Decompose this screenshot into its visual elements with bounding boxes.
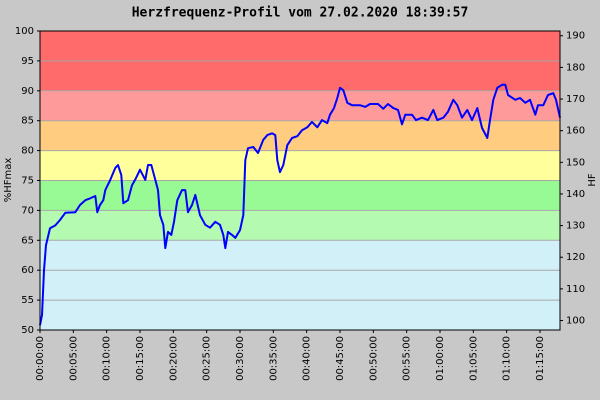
zone	[40, 240, 560, 330]
x-tick-label: 00:00:00	[35, 336, 46, 381]
y2-tick-label: 120	[566, 252, 585, 263]
x-tick-label: 00:10:00	[102, 336, 113, 381]
y-tick-label: 50	[21, 325, 34, 336]
zone	[40, 210, 560, 241]
zone	[40, 180, 560, 211]
x-tick-label: 01:10:00	[502, 336, 513, 381]
y-tick-label: 75	[21, 176, 34, 187]
y2-tick-label: 190	[566, 31, 585, 42]
hr-line	[39, 83, 561, 326]
y-axis-label: %HFmax	[3, 158, 14, 203]
y-tick-label: 55	[21, 295, 34, 306]
y2-tick-label: 150	[566, 157, 585, 168]
chart-title: Herzfrequenz-Profil vom 27.02.2020 18:39…	[132, 6, 469, 21]
x-tick-label: 00:35:00	[268, 336, 279, 381]
zone	[40, 120, 560, 151]
x-tick-label: 00:05:00	[68, 336, 79, 381]
y2-axis-label: HF	[587, 173, 598, 187]
y2-tick-label: 160	[566, 126, 585, 137]
y2-tick-label: 130	[566, 221, 585, 232]
x-tick-label: 00:50:00	[368, 336, 379, 381]
x-tick-label: 00:30:00	[235, 336, 246, 381]
y-tick-label: 60	[21, 265, 34, 276]
zone	[40, 90, 560, 121]
y-tick-label: 80	[21, 146, 34, 157]
x-tick-label: 00:15:00	[135, 336, 146, 381]
y-tick-label: 100	[15, 26, 34, 37]
y-tick-label: 65	[21, 235, 34, 246]
zone	[40, 150, 560, 181]
y2-tick-label: 110	[566, 284, 585, 295]
x-tick-label: 01:15:00	[535, 336, 546, 381]
x-tick-label: 00:45:00	[335, 336, 346, 381]
plot-border	[39, 30, 561, 331]
y-tick-label: 85	[21, 116, 34, 127]
x-tick-label: 01:00:00	[435, 336, 446, 381]
y2-tick-label: 180	[566, 62, 585, 73]
y2-tick-label: 140	[566, 189, 585, 200]
x-tick-label: 00:55:00	[402, 336, 413, 381]
y2-tick-label: 170	[566, 94, 585, 105]
y2-tick-label: 100	[566, 316, 585, 327]
x-tick-label: 00:25:00	[202, 336, 213, 381]
x-tick-label: 00:20:00	[168, 336, 179, 381]
y-tick-label: 95	[21, 56, 34, 67]
y-tick-label: 90	[21, 86, 34, 97]
y-tick-label: 70	[21, 205, 34, 216]
x-tick-label: 00:40:00	[302, 336, 313, 381]
x-tick-label: 01:05:00	[468, 336, 479, 381]
